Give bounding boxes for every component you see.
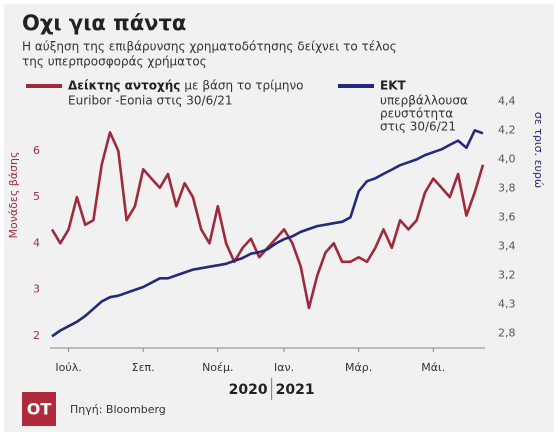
- y2-tick-label: 3,8: [498, 181, 516, 194]
- legend-note: Euribor -Eonia στις 30/6/21: [68, 94, 233, 108]
- background: [4, 4, 554, 432]
- legend-label: Δείκτης αντοχής: [68, 79, 180, 93]
- legend-note: στις 30/6/21: [380, 120, 456, 134]
- y-tick-label: 3: [33, 283, 40, 296]
- source: Πηγή: Bloomberg: [70, 403, 166, 416]
- y-tick-label: 4: [33, 236, 40, 249]
- x-tick-label: Ιαν.: [274, 361, 294, 374]
- y2-tick-label: 4,2: [498, 123, 516, 136]
- y-tick-label: 2: [33, 329, 40, 342]
- legend-note: υπερβάλλουσα: [380, 94, 468, 108]
- year-label: 2020: [229, 382, 268, 398]
- legend-label: ΕΚΤ: [380, 79, 406, 93]
- logo: OT: [27, 400, 52, 419]
- x-tick-label: Μάι.: [421, 361, 445, 374]
- y2-tick-label: 3,4: [498, 239, 516, 252]
- y2-tick-label: 4,0: [498, 152, 516, 165]
- subtitle: Η αύξηση της επιβάρυνσης χρηματοδότησης …: [22, 40, 397, 54]
- legend-note: με βάση το τρίμηνο: [184, 79, 303, 93]
- legend-note: ρευστότητα: [380, 107, 453, 121]
- y2-tick-label: 3,2: [498, 268, 516, 281]
- series-line: [51, 129, 484, 338]
- subtitle: της υπερπροσφοράς χρήματος: [22, 55, 207, 69]
- year-label: 2021: [276, 382, 315, 398]
- x-tick-label: Σεπ.: [132, 361, 155, 374]
- x-tick-label: Νοέμ.: [202, 361, 233, 374]
- y-tick-label: 5: [33, 190, 40, 203]
- y2-tick-label: 4,3: [498, 297, 516, 310]
- x-tick-label: Ιούλ.: [55, 361, 81, 374]
- y2-axis-label: σε τρισ. ευρώ: [532, 112, 545, 188]
- y2-tick-label: 2,8: [498, 326, 516, 339]
- logo-box: [22, 392, 56, 426]
- x-tick-label: Μάρ.: [345, 361, 372, 374]
- y-tick-label: 6: [33, 144, 40, 157]
- chart-title: Οχι για πάντα: [22, 11, 186, 35]
- y-axis-label: Μονάδες βάσης: [7, 152, 20, 239]
- y2-tick-label: 4,4: [498, 94, 516, 107]
- y2-tick-label: 3,6: [498, 210, 516, 223]
